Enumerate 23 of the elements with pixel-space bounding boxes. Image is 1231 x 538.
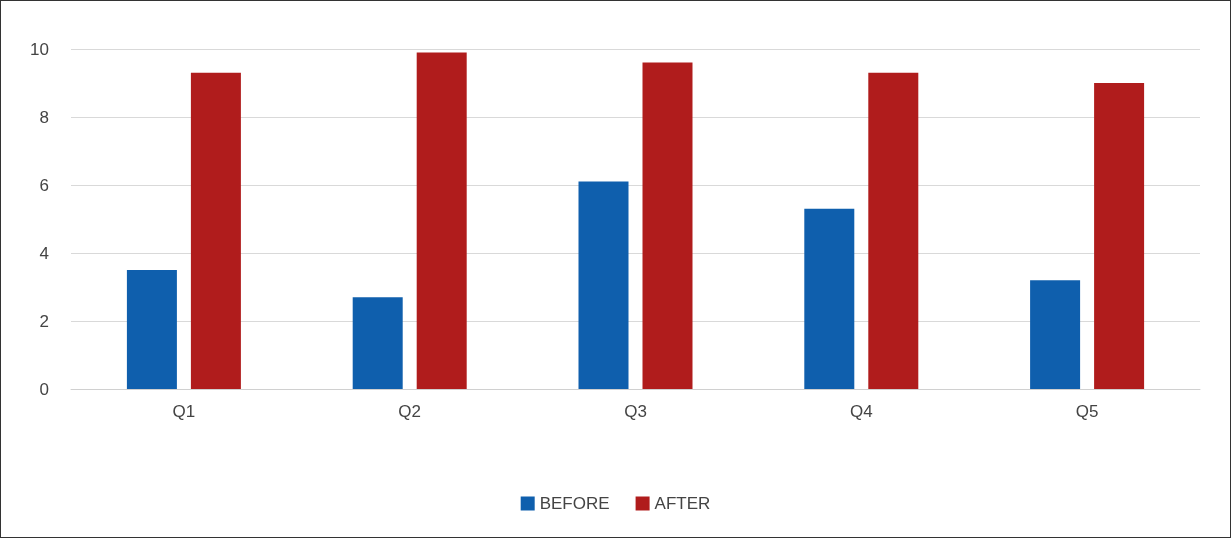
x-tick-label: Q3: [624, 402, 647, 421]
bar: [126, 270, 177, 389]
x-tick-label: Q1: [172, 402, 196, 421]
bar: [352, 297, 403, 389]
bar: [868, 72, 919, 389]
y-tick-label: 0: [39, 379, 49, 399]
bar: [416, 52, 467, 389]
bar: [190, 72, 241, 389]
x-tick-label: Q2: [398, 402, 422, 421]
y-tick-label: 8: [39, 107, 49, 127]
bar: [804, 208, 855, 389]
legend-label: BEFORE: [539, 494, 610, 513]
y-tick-label: 4: [39, 243, 49, 263]
y-tick-label: 10: [30, 39, 49, 59]
bar: [642, 62, 693, 389]
bar: [578, 181, 629, 389]
bar: [1094, 83, 1145, 389]
x-tick-label: Q4: [849, 402, 873, 421]
legend-label: AFTER: [654, 494, 711, 513]
x-tick-label: Q5: [1075, 402, 1099, 421]
y-tick-label: 6: [39, 175, 49, 195]
bar: [1030, 280, 1081, 389]
y-tick-label: 2: [39, 311, 49, 331]
